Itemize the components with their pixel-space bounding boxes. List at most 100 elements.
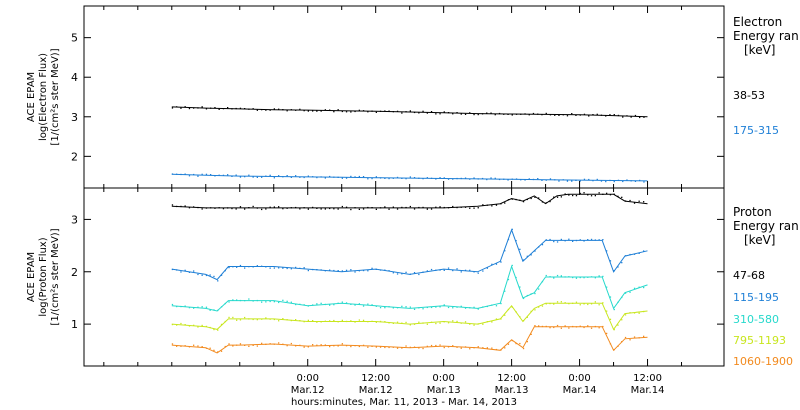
electron-data-point (481, 113, 484, 115)
proton-data-point (413, 323, 416, 325)
proton-data-point (526, 316, 528, 318)
electron-data-point (426, 177, 428, 179)
proton-data-point (606, 192, 608, 194)
electron-data-point (520, 113, 522, 115)
proton-data-point (362, 344, 365, 346)
electron-data-point (558, 180, 560, 182)
proton-data-point (477, 346, 479, 348)
electron-data-point (180, 107, 182, 109)
electron-data-point (613, 180, 615, 183)
proton-data-point (435, 344, 437, 347)
proton-data-point (388, 346, 390, 349)
electron-data-point (605, 180, 607, 183)
proton-data-point (354, 207, 356, 209)
proton-data-point (413, 346, 416, 348)
proton-data-point (553, 303, 555, 305)
proton-data-point (579, 304, 581, 306)
proton-data-point (594, 239, 596, 241)
proton-data-point (486, 347, 488, 349)
proton-data-point (594, 195, 596, 197)
proton-data-point (435, 269, 437, 271)
proton-data-point (269, 343, 271, 345)
proton-data-point (273, 206, 275, 208)
electron-data-point (566, 115, 569, 117)
proton-data-point (375, 208, 377, 210)
proton-data-point (629, 199, 631, 202)
electron-data-point (392, 177, 394, 179)
proton-data-point (358, 319, 360, 321)
proton-data-point (541, 281, 544, 283)
proton-data-point (350, 345, 352, 348)
proton-data-point (464, 206, 467, 208)
proton-data-point (447, 346, 450, 348)
proton-data-point (248, 345, 250, 347)
proton-data-point (401, 273, 403, 275)
proton-data-point (617, 266, 619, 268)
electron-data-point (307, 175, 309, 177)
proton-data-point (205, 274, 208, 277)
proton-data-point (587, 325, 589, 327)
electron-y-tick-label: 3 (71, 111, 78, 124)
proton-data-point (456, 306, 458, 308)
proton-data-point (495, 305, 498, 307)
proton-data-point (638, 337, 640, 339)
electron-data-point (622, 180, 624, 183)
proton-data-point (460, 271, 462, 273)
proton-data-point (500, 318, 502, 320)
electron-data-point (575, 114, 577, 116)
proton-data-point (384, 269, 386, 271)
proton-data-point (228, 316, 230, 319)
electron-data-point (176, 173, 178, 175)
x-axis-ticks: 0:00Mar.1212:00Mar.120:00Mar.1312:00Mar.… (103, 6, 683, 396)
electron-data-point (256, 109, 258, 111)
proton-series-line (171, 264, 648, 312)
proton-series-310-580 (171, 264, 648, 312)
electron-data-point (307, 110, 309, 112)
electron-data-point (345, 177, 348, 179)
electron-data-point (362, 110, 365, 112)
proton-data-point (307, 346, 309, 348)
electron-data-point (583, 113, 586, 115)
proton-data-point (409, 306, 411, 308)
proton-data-point (602, 325, 604, 328)
proton-data-point (538, 246, 540, 248)
electron-panel-frame (83, 5, 725, 189)
proton-data-point (617, 345, 619, 347)
proton-data-point (534, 309, 536, 311)
electron-data-point (396, 110, 399, 112)
electron-data-point (481, 177, 484, 180)
electron-data-point (193, 107, 195, 109)
proton-data-point (244, 344, 246, 346)
proton-y-tick-label: 2 (71, 266, 78, 279)
proton-data-point (252, 300, 254, 302)
proton-data-point (486, 204, 488, 206)
proton-legend-title-3: [keV] (744, 233, 775, 247)
proton-data-point (273, 301, 275, 303)
electron-data-point (205, 173, 208, 175)
x-tick-date-label: Mar.12 (291, 385, 325, 396)
electron-data-point (273, 108, 275, 110)
electron-ylabel-line-2: log(Electron Flux) (38, 53, 49, 141)
proton-data-point (256, 299, 258, 302)
electron-data-point (579, 180, 581, 182)
proton-data-point (222, 208, 225, 210)
proton-data-point (401, 206, 403, 209)
proton-data-point (491, 205, 493, 207)
electron-data-point (265, 109, 267, 111)
proton-data-point (482, 347, 484, 349)
proton-data-point (184, 324, 186, 326)
proton-data-point (362, 269, 365, 272)
electron-legend-title-3: [keV] (744, 43, 775, 57)
proton-data-point (460, 347, 462, 349)
electron-data-point (426, 112, 428, 114)
electron-data-point (592, 114, 594, 116)
proton-data-point (261, 318, 263, 320)
proton-data-point (583, 277, 585, 279)
electron-data-point (282, 109, 284, 111)
proton-data-point (396, 208, 399, 210)
proton-data-point (500, 349, 502, 351)
proton-data-point (564, 276, 566, 278)
proton-data-point (358, 208, 360, 210)
electron-data-point (456, 112, 458, 114)
proton-data-point (602, 275, 604, 278)
